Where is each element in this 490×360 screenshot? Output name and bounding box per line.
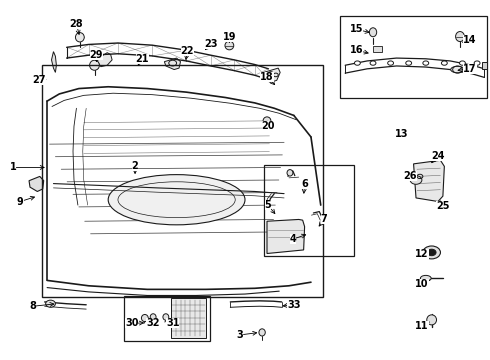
Circle shape [354,61,360,65]
Polygon shape [267,220,305,253]
Circle shape [474,61,480,65]
Circle shape [441,61,447,65]
Text: 13: 13 [394,129,408,139]
Ellipse shape [263,117,271,125]
Ellipse shape [108,175,245,225]
Polygon shape [29,176,44,192]
Text: 26: 26 [403,171,417,181]
Ellipse shape [369,28,377,37]
Text: 5: 5 [265,200,275,213]
Text: 24: 24 [431,150,445,163]
Text: 3: 3 [237,330,257,340]
Ellipse shape [259,329,265,336]
Text: 12: 12 [415,249,429,259]
Ellipse shape [420,275,431,281]
Circle shape [46,300,55,307]
Circle shape [427,249,436,256]
Ellipse shape [427,315,437,325]
Text: 15: 15 [350,24,369,35]
Circle shape [410,176,422,184]
Polygon shape [482,62,487,69]
Text: 17: 17 [458,64,476,74]
Text: 20: 20 [262,121,275,131]
Ellipse shape [75,33,84,42]
Text: 1: 1 [9,162,44,172]
Ellipse shape [287,170,293,176]
Text: 19: 19 [222,32,236,42]
Polygon shape [262,68,280,82]
Text: 32: 32 [147,318,160,328]
Ellipse shape [225,41,234,50]
Text: 33: 33 [283,300,300,310]
Text: 27: 27 [32,75,46,85]
Ellipse shape [90,60,99,70]
Text: 6: 6 [301,179,308,193]
Text: 9: 9 [17,196,34,207]
Ellipse shape [150,314,156,320]
Ellipse shape [142,315,148,321]
Text: 21: 21 [136,54,149,65]
Text: 8: 8 [29,301,54,311]
Polygon shape [164,58,180,69]
Circle shape [423,61,429,65]
Text: 30: 30 [125,319,143,328]
FancyBboxPatch shape [373,46,382,51]
Text: 18: 18 [260,72,275,85]
Ellipse shape [163,314,169,320]
Polygon shape [414,160,444,202]
Text: 4: 4 [290,234,306,244]
Ellipse shape [451,66,465,73]
Circle shape [169,60,176,66]
Circle shape [423,246,441,259]
Text: 23: 23 [204,40,218,50]
Polygon shape [51,51,56,72]
Text: 7: 7 [319,215,327,226]
Ellipse shape [456,32,465,41]
Text: 28: 28 [70,19,83,34]
Circle shape [406,61,412,65]
Text: 14: 14 [463,35,476,45]
Text: 16: 16 [350,45,368,55]
FancyBboxPatch shape [171,298,206,338]
Text: 2: 2 [132,161,139,174]
Text: 11: 11 [415,321,429,331]
Text: 10: 10 [415,279,429,289]
Text: 31: 31 [166,319,179,328]
Circle shape [388,61,393,65]
Text: 22: 22 [181,46,194,59]
Text: 29: 29 [90,50,103,62]
Text: 25: 25 [436,201,450,211]
Polygon shape [98,53,112,67]
Circle shape [460,61,465,65]
Circle shape [370,61,376,65]
